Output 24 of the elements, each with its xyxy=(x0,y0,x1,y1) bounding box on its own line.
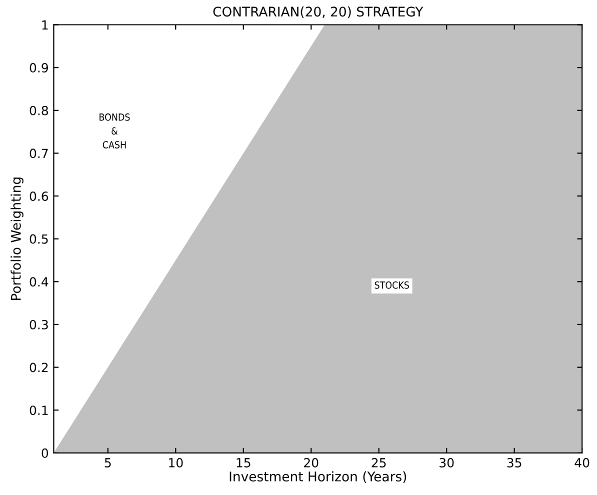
y-tick-label: 0.9 xyxy=(30,63,48,72)
x-tick-label: 15 xyxy=(236,458,250,468)
x-tick-label: 30 xyxy=(440,458,454,468)
y-tick-label: 0.4 xyxy=(30,277,48,287)
y-tick-label: 0.1 xyxy=(30,406,48,416)
x-tick-label: 5 xyxy=(104,458,111,468)
x-axis-title: Investment Horizon (Years) xyxy=(230,471,406,484)
x-tick-label: 25 xyxy=(372,458,386,468)
y-tick-label: 0 xyxy=(42,448,48,458)
y-tick-label: 0.7 xyxy=(30,148,48,158)
y-axis-title: Portfolio Weighting xyxy=(10,178,24,300)
x-tick-label: 40 xyxy=(574,458,590,468)
y-tick-label: 0.3 xyxy=(30,320,48,330)
y-tick-label: 0.6 xyxy=(30,191,48,201)
y-tick-label: 0.8 xyxy=(30,106,48,116)
chart-title: CONTRARIAN(20, 20) STRATEGY xyxy=(213,6,424,18)
x-tick-label: 35 xyxy=(507,458,522,468)
annotation: BONDS & CASH xyxy=(100,113,130,148)
x-tick-label: 10 xyxy=(169,458,183,468)
y-tick-label: 0.2 xyxy=(30,362,48,372)
x-tick-label: 20 xyxy=(304,458,318,468)
annotation: STOCKS xyxy=(374,281,409,289)
y-tick-label: 1 xyxy=(42,20,48,30)
y-tick-label: 0.5 xyxy=(30,234,48,244)
